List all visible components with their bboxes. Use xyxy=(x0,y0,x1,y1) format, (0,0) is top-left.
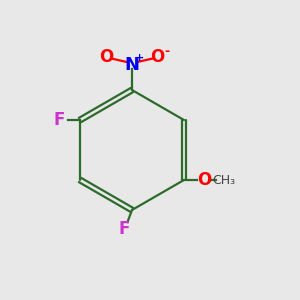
Text: +: + xyxy=(135,53,144,63)
Text: O: O xyxy=(99,48,114,66)
Text: CH₃: CH₃ xyxy=(212,173,236,187)
Text: -: - xyxy=(164,44,169,58)
Text: O: O xyxy=(197,171,212,189)
Text: O: O xyxy=(150,48,165,66)
Text: F: F xyxy=(119,220,130,238)
Text: N: N xyxy=(124,56,140,74)
Text: F: F xyxy=(54,111,65,129)
